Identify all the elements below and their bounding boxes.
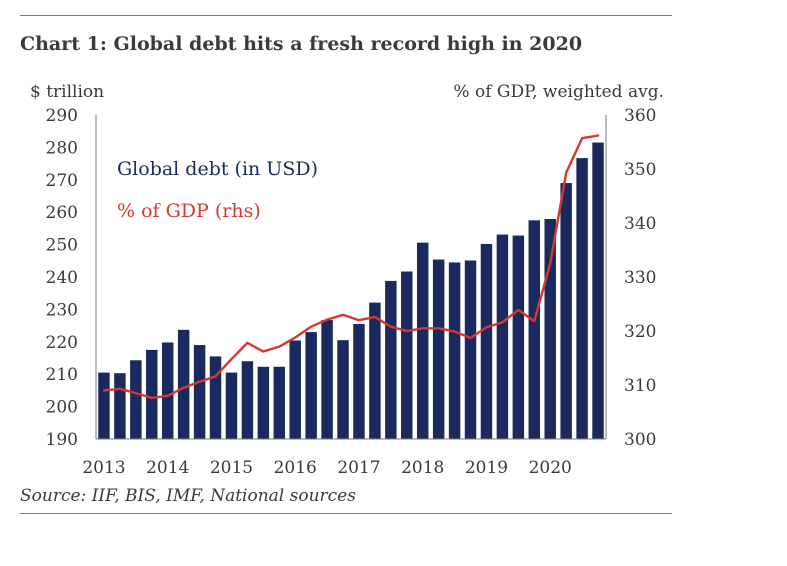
line-pct-gdp (102, 134, 600, 400)
bar-20 (416, 242, 429, 439)
y-left-tick-280: 280 (46, 138, 78, 158)
bar-4 (161, 342, 174, 439)
y-right-tick-350: 350 (624, 160, 656, 180)
bar-6 (193, 345, 206, 439)
bar-9 (241, 361, 254, 439)
y-right-tick-320: 320 (624, 322, 656, 342)
y-left-tick-240: 240 (46, 268, 78, 288)
x-tick-2013: 2013 (82, 458, 125, 478)
bar-16 (353, 323, 365, 439)
y-left-tick-200: 200 (46, 398, 78, 418)
line-layer (102, 134, 600, 400)
bar-22 (448, 262, 461, 439)
source-note: Source: IIF, BIS, IMF, National sources (20, 486, 356, 506)
x-tick-2015: 2015 (210, 458, 253, 478)
bars-layer (98, 142, 604, 440)
bar-27 (528, 220, 541, 439)
top-rule (20, 15, 672, 16)
y-right-tick-310: 310 (624, 376, 656, 396)
bar-8 (225, 372, 238, 439)
bar-18 (385, 280, 397, 439)
bar-23 (464, 260, 477, 439)
bar-5 (177, 329, 190, 439)
ticks-layer: 190 200 210 220 230 240 250 260 270 280 290 300 310 3… (46, 106, 657, 478)
x-tick-2016: 2016 (274, 458, 317, 478)
bottom-rule (20, 513, 672, 514)
y-left-tick-220: 220 (46, 333, 78, 353)
y-left-tick-210: 210 (46, 365, 78, 385)
bar-15 (337, 340, 349, 439)
y-left-tick-260: 260 (46, 203, 78, 223)
bar-7 (209, 356, 222, 439)
bar-11 (273, 366, 286, 439)
y-right-tick-360: 360 (624, 106, 656, 126)
y-left-axis-label: $ trillion (30, 82, 104, 102)
y-right-tick-330: 330 (624, 268, 656, 288)
bar-12 (289, 340, 301, 439)
bar-31 (592, 142, 604, 440)
bar-29 (560, 183, 572, 439)
bar-14 (321, 320, 333, 439)
bar-3 (146, 349, 158, 439)
legend-pct-gdp: % of GDP (rhs) (117, 200, 261, 222)
y-left-tick-230: 230 (46, 300, 78, 320)
bar-17 (369, 302, 381, 439)
bar-19 (401, 271, 413, 439)
x-tick-2018: 2018 (401, 458, 444, 478)
y-right-tick-340: 340 (624, 214, 656, 234)
x-tick-2017: 2017 (337, 458, 380, 478)
x-tick-2019: 2019 (465, 458, 508, 478)
bar-21 (432, 259, 445, 439)
bar-10 (257, 366, 270, 439)
axes-layer (95, 115, 607, 440)
bar-26 (512, 235, 525, 439)
y-left-tick-290: 290 (46, 106, 78, 126)
chart-title: Chart 1: Global debt hits a fresh record… (20, 33, 583, 55)
x-tick-2020: 2020 (529, 458, 572, 478)
bar-1 (114, 373, 126, 439)
y-right-tick-300: 300 (624, 430, 656, 450)
y-left-tick-190: 190 (46, 430, 78, 450)
y-right-axis-label: % of GDP, weighted avg. (453, 82, 664, 102)
bar-24 (480, 243, 493, 439)
bar-30 (576, 158, 588, 439)
y-left-tick-270: 270 (46, 171, 78, 191)
x-tick-2014: 2014 (146, 458, 189, 478)
legend-global-debt: Global debt (in USD) (117, 158, 318, 180)
bar-28 (544, 219, 556, 439)
bar-2 (130, 360, 142, 439)
bar-13 (305, 332, 317, 439)
bar-0 (98, 372, 110, 439)
bar-25 (496, 234, 509, 439)
y-left-tick-250: 250 (46, 236, 78, 256)
